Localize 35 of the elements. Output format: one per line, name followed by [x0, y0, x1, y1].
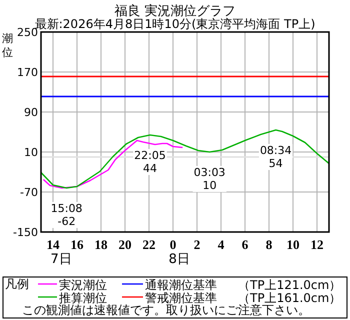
- annotation: 22:05 44: [134, 149, 166, 175]
- chart-title: 福良 実況潮位グラフ: [114, 3, 236, 19]
- x-tick-label: 16: [70, 237, 84, 252]
- x-tick-label: 18: [94, 237, 108, 252]
- text: （TP上161.0cm）: [238, 291, 342, 305]
- x-tick-label: 22: [142, 237, 156, 252]
- x-tick-label: 2: [194, 237, 200, 252]
- y-axis-title: 潮位: [2, 32, 13, 59]
- y-tick-label: 10: [24, 146, 38, 159]
- x-tick-label: 12: [310, 237, 324, 252]
- x-tick-label: 0: [170, 237, 176, 252]
- text: 7日: [50, 252, 72, 267]
- annotation: 03:03 10: [194, 166, 226, 192]
- line-series: [40, 129, 330, 189]
- y-tick-label: -150: [13, 226, 38, 239]
- text: （TP上121.0cm）: [238, 278, 342, 292]
- x-tick-label: 10: [286, 237, 300, 252]
- legend-label: 推算潮位: [59, 291, 107, 305]
- annotation: 15:08 -62: [50, 202, 82, 228]
- x-tick-label: 6: [242, 237, 249, 252]
- x-tick-label: 14: [46, 237, 60, 252]
- y-tick-label: -70: [20, 186, 38, 199]
- text: 8日: [168, 252, 190, 267]
- legend-title: 凡例: [5, 277, 29, 291]
- x-tick-label: 4: [218, 237, 225, 252]
- y-tick-label: 90: [24, 106, 38, 119]
- x-tick-label: 8: [266, 237, 273, 252]
- line-series: [42, 140, 184, 189]
- x-tick-label: 20: [118, 237, 132, 252]
- legend-label: 警戒潮位基準: [145, 291, 217, 305]
- text: この観測値は速報値です。取り扱いにご注意下さい。: [22, 303, 310, 317]
- annotation: 08:34 54: [260, 144, 292, 170]
- legend-label: 通報潮位基準: [145, 278, 217, 292]
- legend-label: 実況潮位: [59, 278, 107, 292]
- y-tick-label: 170: [17, 66, 38, 79]
